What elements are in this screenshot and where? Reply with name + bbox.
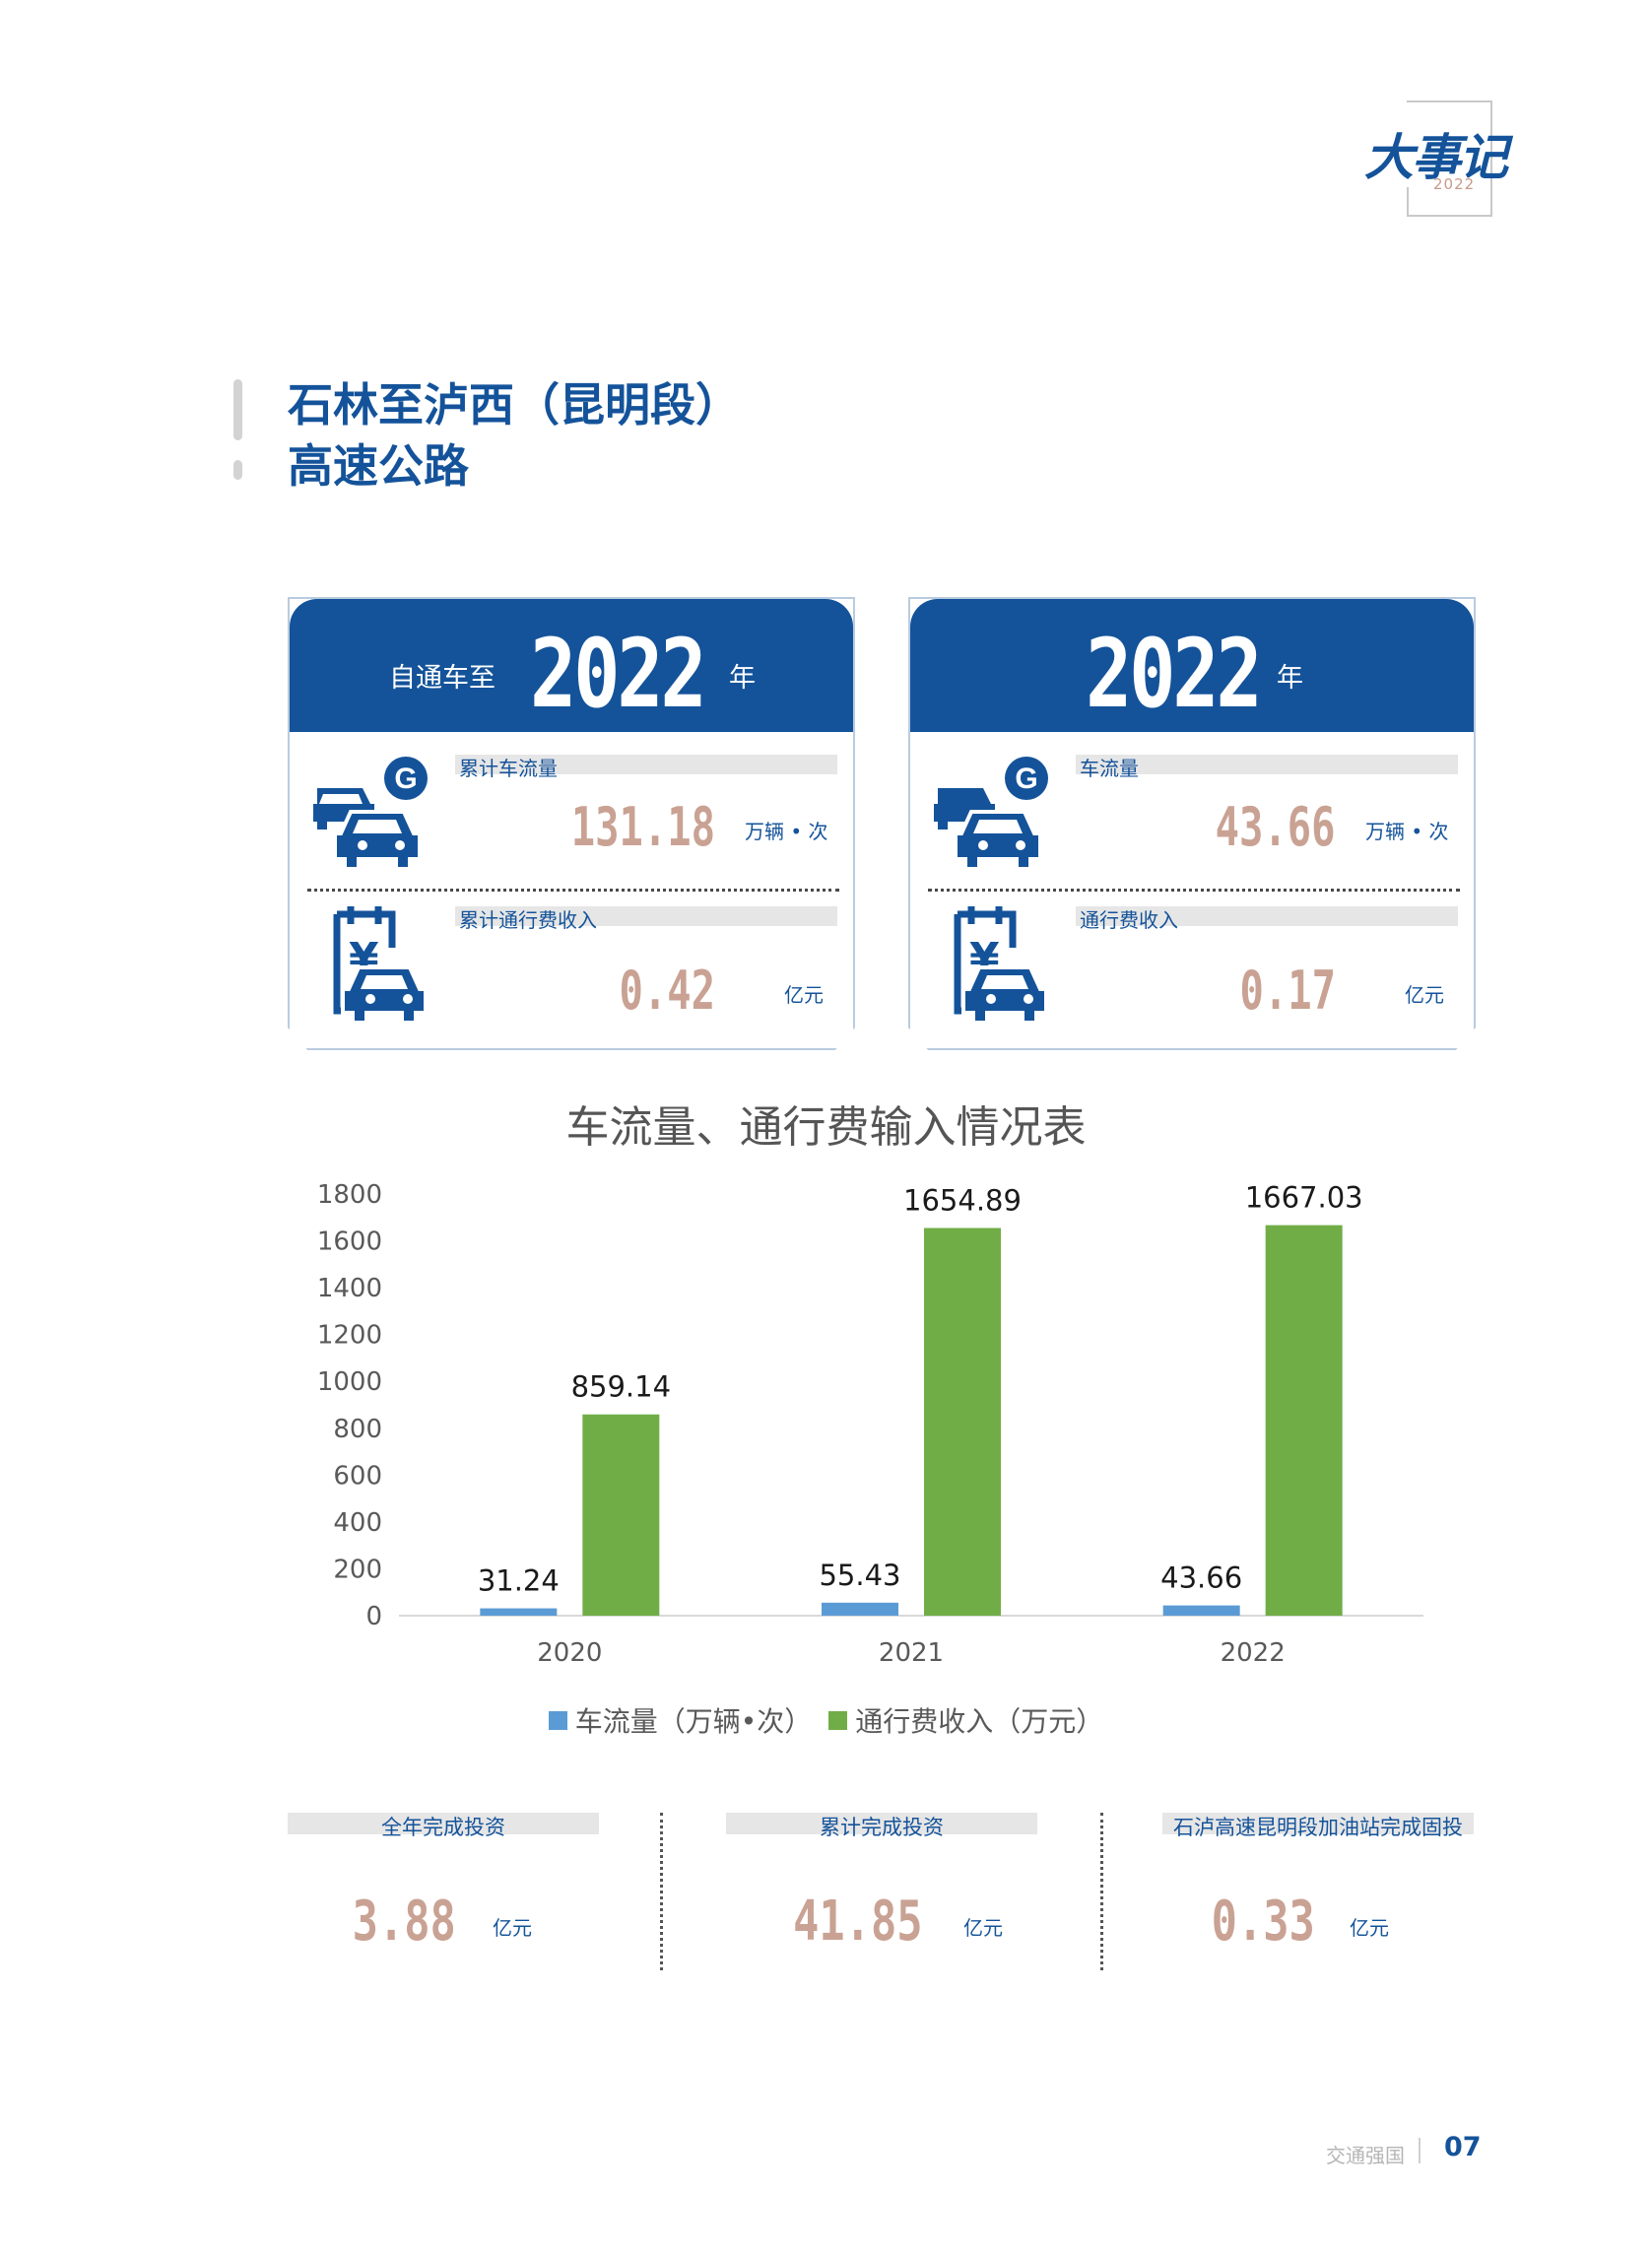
stat-unit: 亿元	[1350, 1916, 1389, 1940]
bar-traffic-2021	[822, 1602, 898, 1616]
metric-label: 累计车流量	[459, 757, 558, 780]
y-tick-label: 1200	[317, 1321, 382, 1351]
stat-card-annual: 2022 年 G 车流量 43.66 万辆 • 次 ¥ 通行费收入 0.17 亿…	[908, 597, 1476, 1050]
page-title-line1: 石林至泸西（昆明段）	[288, 378, 741, 431]
chart-legend: 车流量（万辆•次） 通行费收入（万元）	[0, 1700, 1652, 1740]
card-divider	[307, 889, 839, 892]
bar-chart: 0 200 400 600 800 1000 1200 1400 1600 1800 31.24 85…	[317, 1180, 1423, 1668]
stat-value-cumulative-investment: 41.85	[793, 1890, 923, 1954]
data-label: 1667.03	[1245, 1181, 1363, 1215]
stat-label-gas-station-investment: 石泸高速昆明段加油站完成固投	[1173, 1816, 1463, 1839]
svg-text:G: G	[394, 763, 417, 795]
y-tick-label: 1600	[317, 1228, 382, 1257]
card-year: 2022	[1086, 619, 1263, 729]
metric-label: 通行费收入	[1080, 908, 1178, 932]
legend-item-toll: 通行费收入（万元）	[828, 1700, 1103, 1740]
stat-unit: 亿元	[963, 1916, 1003, 1940]
card-header: 自通车至 2022 年	[290, 599, 853, 732]
card-divider	[928, 889, 1460, 892]
stat-label-bar	[726, 1813, 1037, 1834]
stat-label-cumulative-investment: 累计完成投资	[820, 1816, 944, 1839]
svg-text:G: G	[1015, 763, 1037, 795]
heading-accent-bar	[233, 379, 242, 440]
legend-label-toll: 通行费收入（万元）	[855, 1705, 1104, 1738]
y-tick-label: 1800	[317, 1180, 382, 1210]
metric-unit: 万辆 • 次	[745, 820, 828, 843]
legend-item-traffic: 车流量（万辆•次）	[548, 1700, 813, 1740]
metric-label-bar	[455, 755, 837, 774]
card-year-unit: 年	[1277, 663, 1303, 694]
bar-toll-2021	[924, 1228, 1001, 1616]
stat-label-bar	[1162, 1813, 1474, 1834]
stat-label-bar	[288, 1813, 599, 1834]
y-tick-label: 200	[333, 1555, 382, 1584]
data-label: 31.24	[478, 1564, 560, 1598]
legend-label-traffic: 车流量（万辆•次）	[574, 1705, 813, 1738]
metric-label: 累计通行费收入	[459, 908, 597, 932]
stat-value-annual-investment: 3.88	[352, 1890, 456, 1954]
chart-title: 车流量、通行费输入情况表	[565, 1102, 1087, 1153]
stat-unit: 亿元	[493, 1916, 532, 1940]
metric-value: 0.17	[1239, 960, 1336, 1022]
badge-year: 2022	[1433, 175, 1476, 193]
toll-payment-icon: ¥	[333, 906, 428, 1025]
page-number: 07	[1444, 2132, 1482, 2162]
metric-label-bar	[1076, 906, 1458, 926]
heading-accent-dot	[233, 460, 242, 480]
y-tick-label: 400	[333, 1508, 382, 1538]
stat-label-annual-investment: 全年完成投资	[381, 1816, 505, 1839]
metric-value: 43.66	[1216, 796, 1336, 858]
metric-value: 131.18	[570, 796, 715, 858]
y-tick-label: 600	[333, 1461, 382, 1491]
card-header: 2022 年	[910, 599, 1474, 732]
card-prefix: 自通车至	[389, 663, 496, 694]
data-label: 859.14	[571, 1370, 671, 1404]
stat-divider	[1100, 1813, 1103, 1970]
bar-toll-2020	[582, 1414, 660, 1616]
metric-label: 车流量	[1080, 757, 1139, 780]
toll-payment-icon: ¥	[954, 906, 1048, 1025]
x-tick-label: 2020	[537, 1638, 602, 1668]
bar-traffic-2020	[480, 1608, 558, 1616]
x-tick-label: 2022	[1221, 1638, 1286, 1668]
y-tick-label: 1400	[317, 1274, 382, 1303]
metric-unit: 亿元	[1405, 983, 1444, 1007]
footer-section-name: 交通强国	[1326, 2144, 1405, 2167]
metric-label-bar	[1076, 755, 1458, 774]
page-title: 石林至泸西（昆明段） 高速公路	[288, 374, 741, 497]
y-tick-label: 1000	[317, 1367, 382, 1397]
x-tick-label: 2021	[879, 1638, 944, 1668]
metric-label-bar	[455, 906, 837, 926]
legend-swatch-traffic	[548, 1710, 567, 1730]
stat-value-gas-station-investment: 0.33	[1211, 1890, 1315, 1954]
y-tick-label: 0	[365, 1602, 382, 1631]
metric-unit: 万辆 • 次	[1365, 820, 1449, 843]
page-title-line2: 高速公路	[288, 439, 469, 493]
data-label: 1654.89	[903, 1184, 1022, 1218]
cars-highway-icon: G	[934, 757, 1048, 871]
metric-value: 0.42	[619, 960, 715, 1022]
cars-highway-icon: G	[313, 757, 428, 871]
stat-divider	[660, 1813, 663, 1970]
y-tick-label: 800	[333, 1415, 382, 1444]
legend-swatch-toll	[828, 1710, 848, 1730]
badge-frame	[1407, 100, 1492, 217]
footer-separator	[1419, 2138, 1421, 2163]
card-year: 2022	[530, 619, 707, 729]
stat-card-cumulative: 自通车至 2022 年 G 累计车流量 131.18 万辆 • 次 ¥ 累计通行…	[288, 597, 855, 1050]
card-year-unit: 年	[729, 663, 756, 694]
badge-title: 大事记	[1364, 128, 1508, 186]
bar-traffic-2022	[1162, 1605, 1240, 1616]
data-label: 43.66	[1160, 1561, 1242, 1595]
data-label: 55.43	[819, 1559, 900, 1592]
bar-toll-2022	[1265, 1225, 1343, 1616]
metric-unit: 亿元	[784, 983, 824, 1007]
